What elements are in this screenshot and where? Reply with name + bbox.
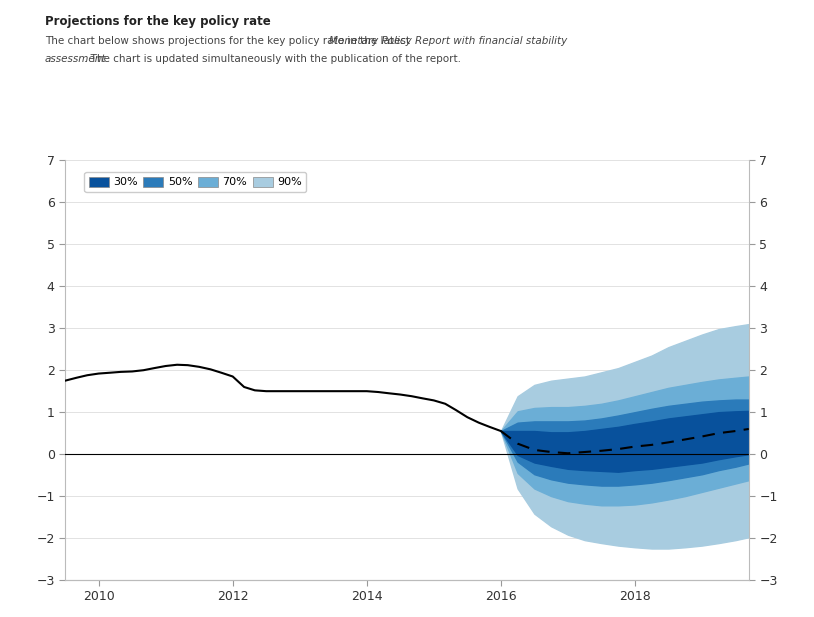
Text: Projections for the key policy rate: Projections for the key policy rate (45, 15, 270, 28)
Text: assessment: assessment (45, 54, 107, 64)
Text: . The chart is updated simultaneously with the publication of the report.: . The chart is updated simultaneously wi… (84, 54, 461, 64)
Text: Monetary Policy Report with financial stability: Monetary Policy Report with financial st… (329, 36, 567, 46)
Legend: 30%, 50%, 70%, 90%: 30%, 50%, 70%, 90% (85, 172, 306, 192)
Text: The chart below shows projections for the key policy rate in the latest: The chart below shows projections for th… (45, 36, 413, 46)
